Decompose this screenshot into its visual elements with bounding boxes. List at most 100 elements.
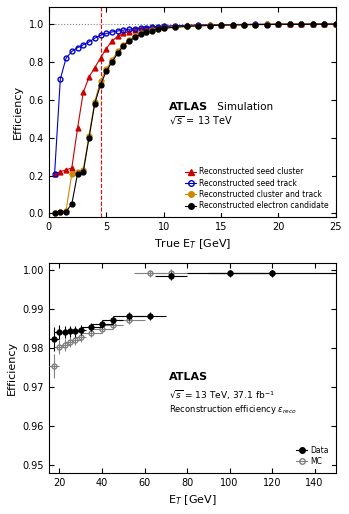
Reconstructed seed track: [253, 21, 258, 27]
Reconstructed seed track: [139, 25, 143, 31]
Reconstructed electron candidate: [253, 22, 258, 28]
Reconstructed electron candidate: [144, 29, 149, 35]
Text: ATLAS: ATLAS: [169, 102, 208, 112]
Reconstructed electron candidate: [75, 171, 80, 177]
Reconstructed seed cluster: [93, 64, 97, 70]
Reconstructed seed track: [299, 21, 304, 27]
Reconstructed cluster and track: [127, 37, 131, 43]
Text: $\sqrt{s}$ = 13 TeV, 37.1 fb$^{-1}$: $\sqrt{s}$ = 13 TeV, 37.1 fb$^{-1}$: [169, 389, 275, 402]
Reconstructed seed track: [58, 76, 62, 82]
Reconstructed seed track: [93, 35, 97, 41]
Reconstructed cluster and track: [104, 66, 108, 72]
Text: Simulation: Simulation: [214, 102, 273, 112]
Reconstructed electron candidate: [288, 21, 292, 27]
Reconstructed cluster and track: [133, 33, 137, 40]
Reconstructed seed track: [81, 42, 86, 48]
Reconstructed cluster and track: [265, 21, 269, 27]
Reconstructed seed track: [52, 171, 57, 177]
Reconstructed seed cluster: [242, 21, 246, 27]
Reconstructed cluster and track: [311, 21, 315, 27]
Reconstructed seed track: [322, 21, 326, 27]
Legend: Reconstructed seed cluster, Reconstructed seed track, Reconstructed cluster and : Reconstructed seed cluster, Reconstructe…: [182, 164, 332, 213]
Legend: Data, MC: Data, MC: [293, 443, 332, 469]
Reconstructed cluster and track: [121, 42, 126, 48]
Text: Reconstruction efficiency $\varepsilon_{reco}$: Reconstruction efficiency $\varepsilon_{…: [169, 403, 297, 416]
Reconstructed cluster and track: [110, 57, 114, 63]
Reconstructed seed cluster: [299, 21, 304, 27]
Reconstructed electron candidate: [133, 34, 137, 40]
Reconstructed seed track: [87, 39, 91, 45]
Reconstructed seed track: [127, 26, 131, 32]
Reconstructed cluster and track: [150, 27, 154, 33]
Reconstructed seed cluster: [81, 89, 86, 95]
Reconstructed electron candidate: [242, 22, 246, 28]
Reconstructed electron candidate: [276, 21, 281, 27]
Line: Reconstructed seed track: Reconstructed seed track: [52, 22, 338, 176]
Reconstructed seed cluster: [121, 30, 126, 36]
Reconstructed seed cluster: [230, 22, 235, 28]
Reconstructed cluster and track: [93, 99, 97, 105]
X-axis label: True E$_{T}$ [GeV]: True E$_{T}$ [GeV]: [154, 237, 231, 251]
Reconstructed cluster and track: [75, 169, 80, 175]
Reconstructed cluster and track: [58, 209, 62, 215]
Reconstructed seed track: [156, 24, 160, 30]
Reconstructed electron candidate: [230, 22, 235, 28]
Reconstructed seed cluster: [253, 21, 258, 27]
Reconstructed seed cluster: [196, 22, 200, 28]
Reconstructed seed track: [110, 29, 114, 35]
Reconstructed electron candidate: [58, 209, 62, 215]
Reconstructed seed track: [98, 32, 103, 39]
Reconstructed seed track: [334, 21, 338, 27]
Line: Reconstructed seed cluster: Reconstructed seed cluster: [52, 22, 338, 176]
Reconstructed seed track: [121, 27, 126, 33]
Reconstructed seed track: [173, 23, 177, 29]
Reconstructed seed track: [185, 23, 189, 29]
Reconstructed electron candidate: [219, 22, 223, 28]
Reconstructed electron candidate: [64, 209, 68, 215]
Reconstructed electron candidate: [162, 25, 166, 31]
Reconstructed cluster and track: [144, 28, 149, 34]
Reconstructed seed track: [70, 48, 74, 54]
Reconstructed cluster and track: [288, 21, 292, 27]
Reconstructed cluster and track: [173, 24, 177, 30]
Reconstructed seed cluster: [98, 55, 103, 61]
Reconstructed seed cluster: [139, 26, 143, 32]
Reconstructed seed track: [150, 24, 154, 30]
Reconstructed electron candidate: [311, 21, 315, 27]
Reconstructed seed track: [116, 28, 120, 34]
Reconstructed seed cluster: [265, 21, 269, 27]
Reconstructed cluster and track: [185, 23, 189, 29]
Reconstructed seed track: [276, 21, 281, 27]
Reconstructed electron candidate: [207, 23, 211, 29]
Reconstructed seed cluster: [70, 165, 74, 171]
Reconstructed cluster and track: [230, 22, 235, 28]
Reconstructed cluster and track: [219, 22, 223, 28]
Reconstructed seed cluster: [207, 22, 211, 28]
Reconstructed seed cluster: [64, 167, 68, 173]
Reconstructed electron candidate: [70, 201, 74, 207]
Reconstructed seed track: [242, 22, 246, 28]
Reconstructed electron candidate: [110, 59, 114, 65]
Reconstructed seed cluster: [87, 74, 91, 80]
Reconstructed seed track: [230, 22, 235, 28]
Reconstructed electron candidate: [150, 28, 154, 34]
Reconstructed electron candidate: [265, 22, 269, 28]
Reconstructed cluster and track: [299, 21, 304, 27]
Reconstructed seed cluster: [162, 23, 166, 29]
Reconstructed cluster and track: [276, 21, 281, 27]
Reconstructed seed track: [144, 25, 149, 31]
Reconstructed seed cluster: [156, 24, 160, 30]
Reconstructed seed cluster: [150, 24, 154, 30]
Reconstructed electron candidate: [81, 169, 86, 175]
Reconstructed electron candidate: [121, 43, 126, 49]
Reconstructed electron candidate: [116, 50, 120, 57]
Reconstructed cluster and track: [162, 25, 166, 31]
Reconstructed seed track: [64, 55, 68, 61]
Reconstructed electron candidate: [185, 23, 189, 29]
Reconstructed seed track: [219, 22, 223, 28]
Reconstructed electron candidate: [322, 21, 326, 27]
X-axis label: E$_{T}$ [GeV]: E$_{T}$ [GeV]: [168, 493, 217, 507]
Y-axis label: Efficiency: Efficiency: [13, 85, 23, 139]
Reconstructed seed cluster: [276, 21, 281, 27]
Reconstructed electron candidate: [196, 23, 200, 29]
